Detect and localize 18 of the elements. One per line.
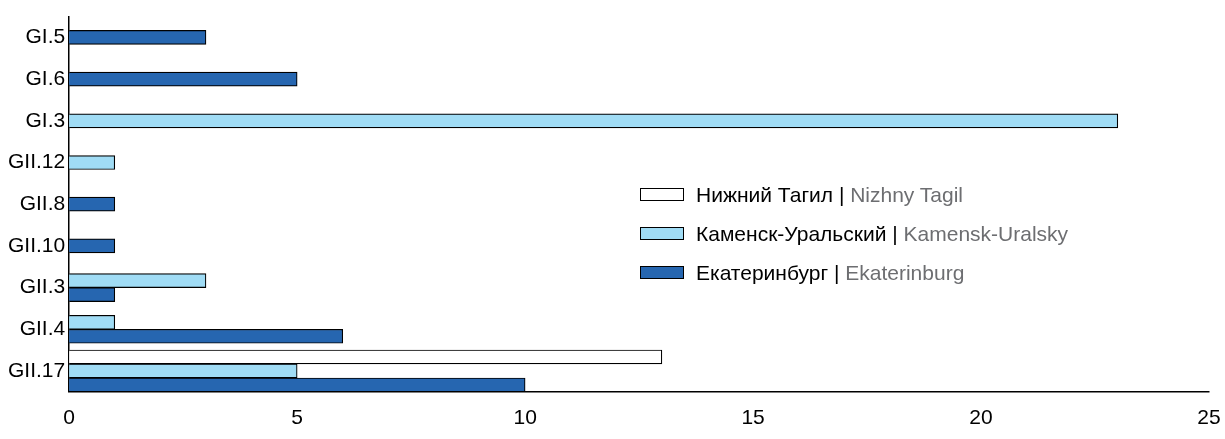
x-tick-label: 5 [291,405,303,429]
x-tick-label: 10 [513,405,537,429]
y-tick-label: GI.3 [25,107,66,131]
y-tick-label: GII.4 [19,316,66,340]
y-tick-label: GII.12 [7,149,66,173]
y-tick-label: GI.5 [25,24,66,48]
y-tick-label: GI.6 [25,65,66,89]
x-tick-label: 0 [63,405,76,429]
text: Нижний Тагил | Nizhny Tagil [696,182,964,206]
y-tick-label: GII.3 [19,274,66,298]
y-tick-label: GII.17 [7,357,66,381]
y-tick-label: GII.8 [19,191,66,214]
x-tick-label: 15 [741,405,765,429]
y-tick-label: GII.10 [7,232,66,256]
legend-label: Екатеринбург | Ekaterinburg [696,260,965,284]
x-tick-label: 20 [969,405,993,429]
legend-label: Каменск-Уральский | Kamensk-Uralsky [696,221,1069,245]
x-tick-label: 25 [1197,405,1221,429]
